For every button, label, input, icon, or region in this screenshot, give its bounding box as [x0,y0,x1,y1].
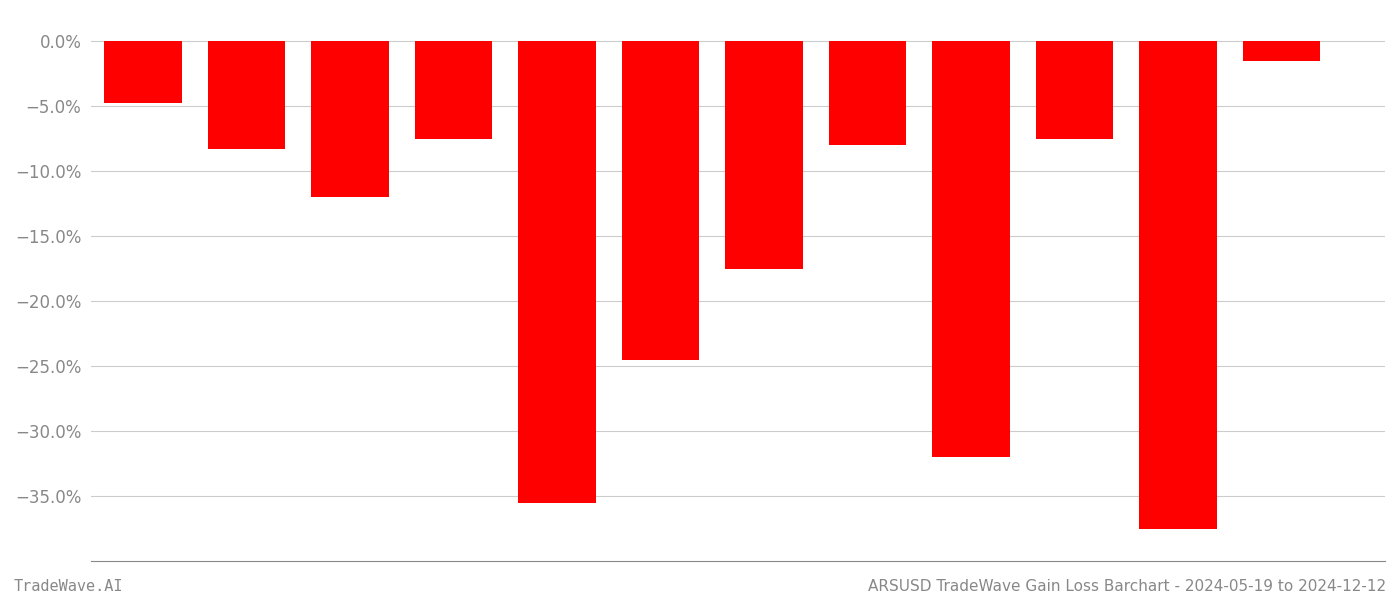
Bar [1036,41,1113,139]
Bar [518,41,596,503]
Bar [622,41,699,359]
Bar [414,41,493,139]
Text: ARSUSD TradeWave Gain Loss Barchart - 2024-05-19 to 2024-12-12: ARSUSD TradeWave Gain Loss Barchart - 20… [868,579,1386,594]
Bar [207,41,286,149]
Bar [1243,41,1320,61]
Bar [932,41,1009,457]
Bar [311,41,389,197]
Bar [1140,41,1217,529]
Bar [829,41,906,145]
Text: TradeWave.AI: TradeWave.AI [14,579,123,594]
Bar [725,41,802,269]
Bar [104,41,182,103]
